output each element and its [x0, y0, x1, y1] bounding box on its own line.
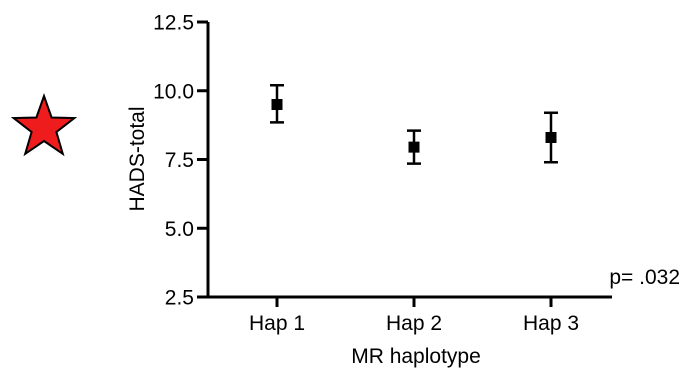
- y-tick-label: 10.0: [153, 80, 194, 103]
- y-tick-label: 12.5: [153, 12, 194, 35]
- data-point: [408, 141, 420, 153]
- y-tick-label: 2.5: [165, 287, 194, 310]
- y-tick-label: 5.0: [165, 218, 194, 241]
- x-tick-label: Hap 2: [386, 312, 442, 335]
- y-axis-title: HADS-total: [126, 106, 149, 211]
- x-ticks: Hap 1 Hap 2 Hap 3: [249, 297, 579, 335]
- data-marks: [270, 84, 558, 165]
- x-axis-title: MR haplotype: [351, 345, 481, 368]
- star-icon: [10, 92, 78, 157]
- p-value-annotation: p= .032: [609, 266, 680, 289]
- x-tick-label: Hap 3: [523, 312, 579, 335]
- data-point: [271, 99, 283, 110]
- y-ticks: 2.5 5.0 7.5 10.0 12.5: [153, 12, 208, 310]
- x-tick-label: Hap 1: [249, 312, 305, 335]
- y-tick-label: 7.5: [165, 149, 194, 172]
- data-point: [545, 132, 557, 143]
